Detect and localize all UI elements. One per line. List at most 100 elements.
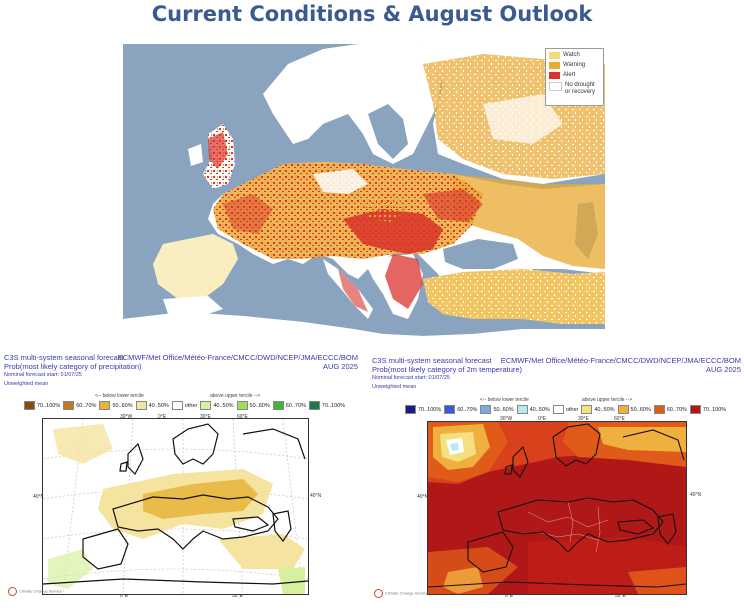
lon-label: 30°W [120, 414, 133, 420]
scale-item: 60..70% [444, 405, 477, 414]
scale-label: other [184, 402, 198, 409]
scale-label: 60..70% [76, 402, 97, 409]
scale-label: other [565, 406, 579, 413]
scale-item: 60..70% [63, 401, 96, 410]
legend-label: Warning [563, 62, 586, 68]
scale-swatch [552, 405, 564, 414]
precip-centres: ECMWF/Met Office/Météo-France/CMCC/DWD/N… [117, 353, 358, 362]
scale-item: 50..60% [480, 405, 514, 414]
temp-forecast-start: Nominal forecast start: 01/07/25 [372, 375, 450, 381]
lon-label: 30°W [500, 416, 513, 422]
lon-label: 0°E [505, 593, 514, 599]
precip-map-svg [43, 419, 308, 594]
legend-item-alert: Alert [549, 72, 601, 79]
precip-subtitle: Prob(most likely category of precipitati… [4, 362, 142, 371]
scale-label: 70..100% [702, 406, 727, 413]
lon-label: 30°E [232, 593, 243, 599]
scale-swatch [516, 405, 528, 414]
scale-swatch [308, 401, 320, 410]
lon-label: 30°E [578, 416, 589, 422]
legend-item-no-drought: No drought or recovery [549, 82, 601, 96]
drought-legend: Watch Warning Alert No drought or recove… [545, 48, 604, 106]
drought-map [123, 44, 605, 346]
scale-label: 70..100% [321, 402, 346, 409]
scale-item: 70..100% [308, 401, 346, 410]
temp-header-left: C3S multi-system seasonal forecast Prob(… [372, 356, 522, 392]
borders [527, 501, 609, 553]
precip-system-title: C3S multi-system seasonal forecast [4, 353, 124, 362]
temp-system-title: C3S multi-system seasonal forecast [372, 356, 492, 365]
scale-swatch [653, 405, 665, 414]
lon-label: 30°E [200, 414, 211, 420]
scale-label: 40..50% [148, 402, 169, 409]
scale-label: 60..70% [666, 406, 687, 413]
scale-item: 40..50% [516, 405, 550, 414]
precip-forecast-start: Nominal forecast start: 01/07/25 [4, 372, 82, 378]
scale-item: 70..100% [405, 405, 441, 414]
scale-swatch [480, 405, 492, 414]
scale-item: 40..50% [200, 401, 234, 410]
scale-swatch [236, 401, 248, 410]
page-title: Current Conditions & August Outlook [151, 2, 593, 26]
scale-label: 60..70% [457, 406, 478, 413]
precip-c3s-logo: Climate Change Service [8, 587, 62, 596]
scale-swatch [135, 401, 147, 410]
legend-label: Watch [563, 52, 580, 58]
lon-label: 0°E [120, 593, 129, 599]
scale-swatch [617, 405, 629, 414]
scale-label: 50..60% [249, 402, 270, 409]
lon-label: 0°E [158, 414, 167, 420]
temp-header-right: ECMWF/Met Office/Météo-France/CMCC/DWD/N… [501, 356, 741, 374]
drought-map-svg [123, 44, 605, 346]
scale-swatch [444, 405, 456, 414]
lat-label: 40°N [690, 492, 702, 498]
precip-scale: 70..100% 60..70% 50..60% 40..50% other 4… [24, 401, 348, 410]
scale-swatch [24, 401, 35, 410]
precip-below-title: <-- below lower tercile [95, 393, 144, 399]
legend-label: Alert [563, 72, 576, 78]
precip-shading [48, 424, 305, 594]
scale-swatch [63, 401, 75, 410]
temp-above-title: above upper tercile --> [582, 397, 633, 403]
temp-map [427, 421, 687, 595]
temp-centres: ECMWF/Met Office/Météo-France/CMCC/DWD/N… [500, 356, 741, 365]
logo-text: Climate Change Service [19, 588, 63, 594]
scale-label: 50..60% [112, 402, 133, 409]
temp-below-title: <-- below lower tercile [480, 397, 529, 403]
scale-label: 40..50% [529, 406, 550, 413]
precip-header-left: C3S multi-system seasonal forecast Prob(… [4, 353, 142, 389]
copernicus-logo-icon [8, 587, 17, 596]
coastlines [428, 423, 686, 588]
scale-label: 70..100% [37, 402, 61, 409]
lon-label: 0°E [538, 416, 547, 422]
scale-item: 70..100% [689, 405, 727, 414]
scale-item: other [552, 405, 579, 414]
scale-label: 50..60% [493, 406, 514, 413]
scale-item: 40..50% [581, 405, 615, 414]
temp-c3s-logo: Climate Change Service [374, 589, 428, 598]
legend-swatch [549, 52, 560, 59]
alert-areas [208, 132, 483, 312]
precip-month: AUG 2025 [322, 362, 358, 371]
precip-above-title: above upper tercile --> [210, 393, 261, 399]
scale-swatch [99, 401, 111, 410]
scale-label: 70..100% [418, 406, 442, 413]
scale-label: 50..60% [630, 406, 651, 413]
scale-swatch [272, 401, 284, 410]
scale-item: 60..70% [272, 401, 306, 410]
scale-swatch [405, 405, 416, 414]
scale-swatch [689, 405, 701, 414]
temp-mean-type: Unweighted mean [372, 384, 417, 390]
temp-map-svg [428, 422, 686, 594]
scale-item: 50..60% [99, 401, 133, 410]
scale-item: 40..50% [135, 401, 169, 410]
legend-item-watch: Watch [549, 52, 601, 59]
legend-swatch [549, 82, 562, 91]
legend-swatch [549, 62, 560, 69]
copernicus-logo-icon [374, 589, 383, 598]
logo-text: Climate Change Service [385, 590, 429, 596]
temp-shading [428, 422, 686, 594]
scale-label: 40..50% [213, 402, 234, 409]
legend-item-warning: Warning [549, 62, 601, 69]
lat-label: 40°N [33, 494, 45, 500]
